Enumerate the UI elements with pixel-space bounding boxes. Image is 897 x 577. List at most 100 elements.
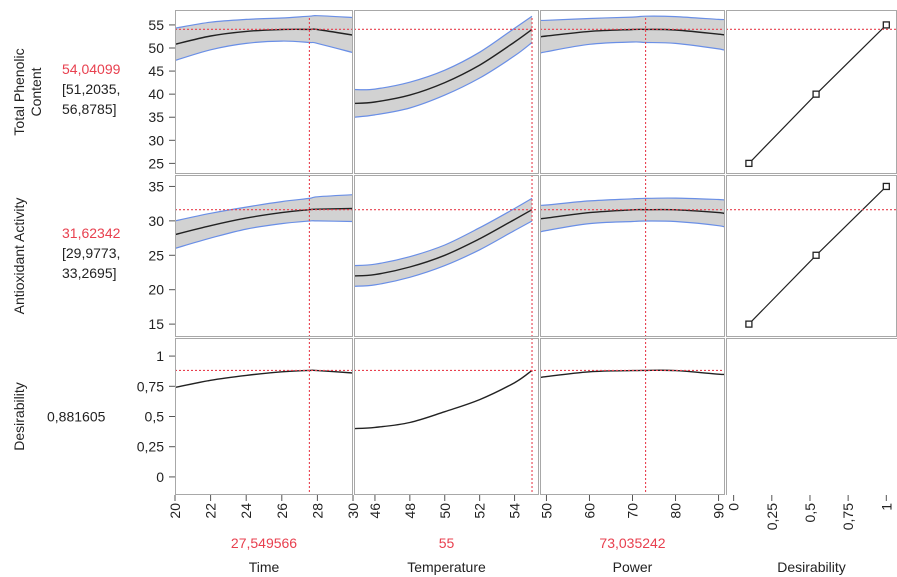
profile-cell [354, 338, 539, 495]
lower-confidence-line [540, 41, 725, 55]
y-tick-label: 25 [148, 247, 164, 263]
y-tick-label: 30 [148, 132, 164, 148]
axes: 25 30 35 40 45 50 55 1 52 0 25 30 35 0 0,25 0,5 0,75 1 20 2… [137, 10, 897, 530]
y-tick-label: 50 [148, 40, 164, 56]
profile-curve [175, 207, 353, 236]
cell-border [354, 10, 539, 174]
lower-confidence-line [175, 220, 353, 249]
cell-border [175, 338, 353, 495]
lower-confidence-line [354, 42, 533, 118]
desirability-handle [882, 182, 890, 191]
profile-cell [540, 338, 725, 495]
profile-curve [540, 369, 725, 379]
lower-confidence-line [175, 40, 353, 62]
desirability-cell [726, 185, 897, 325]
y-tick-label: 1 [156, 348, 164, 364]
cell-border [354, 338, 539, 495]
y-tick-label: 40 [148, 86, 164, 102]
y-tick-label: 35 [148, 109, 164, 125]
desirability-handle [882, 21, 890, 29]
x-tick-label: 22 [203, 503, 219, 519]
upper-confidence-line [354, 197, 533, 267]
y-tick-label: 0,25 [137, 439, 164, 455]
profile-cell [175, 15, 353, 174]
predicted-value: 31,62342 [62, 225, 121, 241]
profile-cell [540, 175, 725, 337]
lower-confidence-line [354, 220, 533, 287]
profile-curve [540, 28, 725, 38]
cell-border [726, 10, 897, 174]
upper-confidence-line [540, 15, 725, 22]
labels: 27,549566 Time 55 Temperature 73,035242 Power… [11, 48, 846, 575]
factor-current-value: 27,549566 [231, 535, 297, 551]
x-tick-label: 80 [668, 503, 684, 519]
x-tick-label: 50 [437, 503, 453, 519]
x-tick-label: 30 [345, 503, 361, 519]
desirability-handle [745, 320, 753, 328]
x-tick-label: 90 [711, 503, 727, 519]
x-tick-label: 0,25 [764, 503, 780, 530]
desirability-handle [812, 251, 820, 259]
y-tick-label: 45 [148, 63, 164, 79]
y-tick-label: 55 [148, 17, 164, 33]
x-tick-label: 20 [167, 503, 183, 519]
profile-cell [354, 15, 539, 174]
predicted-value: 0,881605 [47, 409, 106, 425]
x-tick-label: 26 [274, 503, 290, 519]
confidence-interval: [29,9773, [62, 245, 120, 261]
profile-curve [354, 209, 533, 277]
confidence-interval: 56,8785] [62, 101, 117, 117]
x-tick-label: 24 [238, 503, 254, 519]
response-name: Desirability [11, 382, 27, 450]
cell-border [354, 175, 539, 337]
profile-curve [354, 369, 533, 430]
upper-confidence-line [175, 15, 353, 29]
confidence-band [354, 198, 532, 287]
x-tick-label: 0 [726, 503, 742, 511]
x-tick-label: 52 [472, 503, 488, 519]
y-tick-label: 30 [148, 213, 164, 229]
profile-curve [175, 369, 353, 389]
cell-border [175, 10, 353, 174]
desirability-handle [812, 90, 820, 98]
y-tick-label: 35 [148, 178, 164, 194]
x-tick-label: 50 [539, 503, 555, 519]
cell-border [540, 338, 725, 495]
x-tick-label: 60 [582, 503, 598, 519]
cell-border [175, 175, 353, 337]
response-name: Antioxidant Activity [11, 198, 27, 315]
confidence-band [354, 16, 532, 118]
y-tick-label: 15 [148, 316, 164, 332]
factor-name: Time [249, 559, 280, 575]
x-tick-label: 0,5 [802, 503, 818, 523]
y-tick-label: 0 [156, 469, 164, 485]
predicted-value: 54,04099 [62, 61, 121, 77]
confidence-interval: 33,2695] [62, 265, 117, 281]
factor-current-value: 73,035242 [599, 535, 665, 551]
lower-confidence-line [540, 220, 725, 234]
profile-panels [175, 15, 897, 495]
y-tick-label: 25 [148, 155, 164, 171]
x-tick-label: 48 [402, 503, 418, 519]
x-tick-label: 1 [878, 503, 894, 511]
profile-cell [540, 15, 725, 174]
factor-name: Power [613, 559, 653, 575]
x-tick-label: 54 [507, 503, 523, 519]
x-tick-label: 70 [625, 503, 641, 519]
desirability-handle [745, 159, 753, 168]
upper-confidence-line [540, 197, 725, 206]
response-name: Content [28, 67, 44, 116]
x-tick-label: 28 [309, 503, 325, 519]
factor-name: Temperature [407, 559, 486, 575]
x-tick-label: 0,75 [840, 503, 856, 530]
x-tick-label: 46 [367, 503, 383, 519]
y-tick-label: 0,5 [145, 409, 165, 425]
cell-border [540, 175, 725, 337]
desirability-cell [726, 24, 897, 164]
response-name: Total Phenolic [11, 48, 27, 135]
profile-cell [175, 175, 353, 337]
cell-border [726, 175, 897, 337]
y-tick-label: 0,75 [137, 378, 164, 394]
profile-curve [354, 28, 533, 105]
